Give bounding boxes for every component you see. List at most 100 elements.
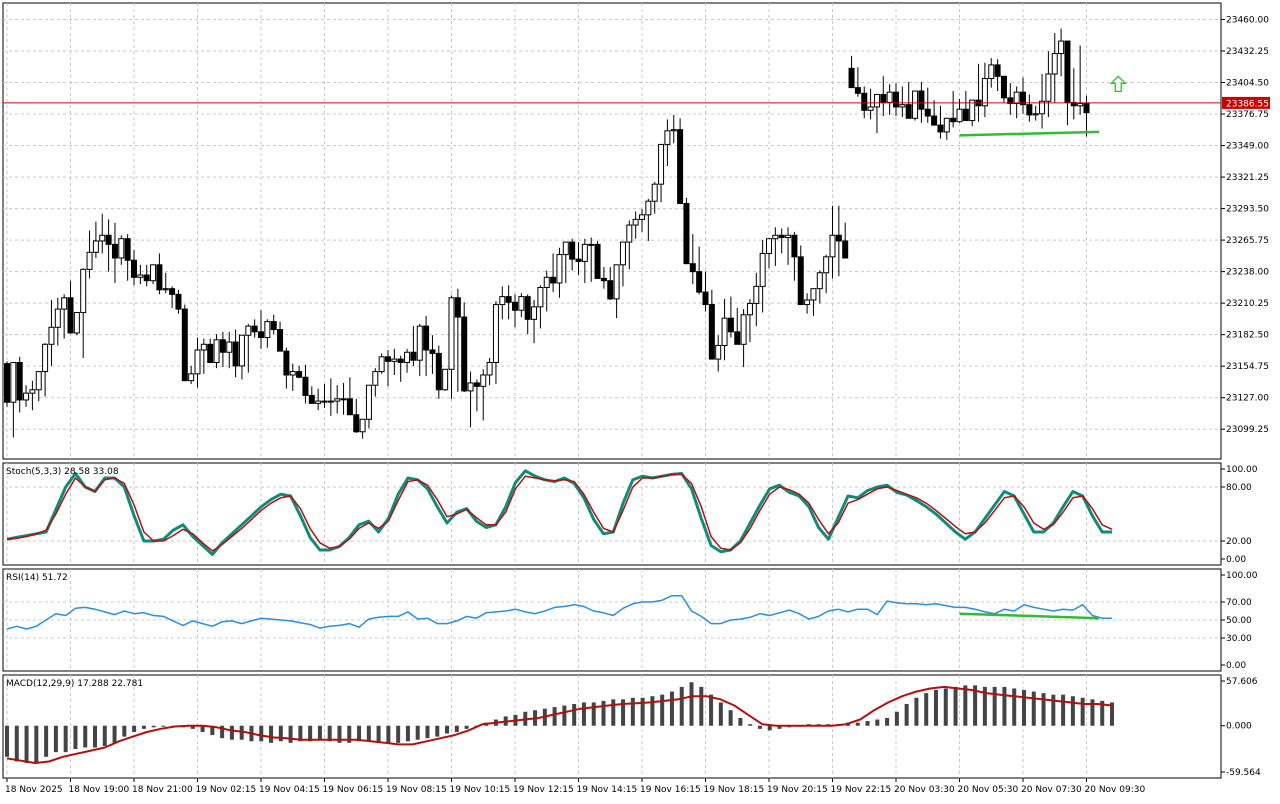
macd-bar <box>718 702 723 726</box>
candle <box>708 289 715 360</box>
candle <box>111 222 118 283</box>
candle <box>734 307 741 345</box>
candle-body <box>677 129 684 204</box>
candle <box>797 245 804 306</box>
candle-body <box>626 224 633 243</box>
candle-body <box>467 382 474 392</box>
macd-bar <box>728 710 733 726</box>
macd-label: MACD(12,29,9) 17.288 22.781 <box>6 679 143 689</box>
candle-body <box>518 296 525 311</box>
rsi-panel[interactable]: 100.00 70.00 50.00 30.00 0.00 RSI(14) 51.72 <box>2 568 1258 672</box>
macd-bar <box>1070 696 1075 726</box>
candle <box>277 321 284 352</box>
candle <box>702 271 709 312</box>
candle-body <box>810 288 817 301</box>
macd-bar <box>1100 700 1105 726</box>
candle <box>1020 77 1026 114</box>
candle-body <box>150 264 157 282</box>
y-tick-label: 50.00 <box>1226 616 1252 626</box>
candle-body <box>880 93 887 103</box>
candle <box>613 264 620 319</box>
rsi-y-axis: 100.00 70.00 50.00 30.00 0.00 <box>1221 571 1258 671</box>
y-tick-label: 23321.25 <box>1226 173 1269 183</box>
candle <box>575 242 582 276</box>
macd-bar <box>5 725 9 757</box>
candle <box>423 315 430 377</box>
macd-bar <box>924 693 929 726</box>
stochastic-lines <box>6 469 1113 556</box>
candle-body <box>473 382 480 387</box>
candle <box>480 369 487 421</box>
candle <box>150 264 157 285</box>
candle <box>677 118 684 204</box>
macd-bar <box>1002 686 1007 726</box>
macd-bar <box>914 697 919 726</box>
candle <box>543 270 550 312</box>
candle <box>1032 105 1039 121</box>
macd-bar <box>229 725 234 740</box>
candle-body <box>861 92 868 111</box>
macd-grid <box>6 675 1087 778</box>
macd-bar <box>669 691 674 726</box>
candle-body <box>1051 53 1058 75</box>
candle-body <box>226 341 233 353</box>
main-panel[interactable]: 23386.55 23460.00 23432.25 23404.50 23376.7… <box>2 2 1270 460</box>
candle <box>10 361 17 438</box>
macd-bar <box>308 725 313 742</box>
candle <box>1039 73 1046 129</box>
x-tick-label: 20 Nov 09:30 <box>1085 785 1146 795</box>
macd-bar <box>777 725 782 729</box>
candle <box>924 87 931 123</box>
candle <box>169 286 176 308</box>
candle-body <box>702 291 709 306</box>
candle-body <box>1064 40 1071 103</box>
candle-body <box>92 240 99 253</box>
candle-body <box>683 202 690 265</box>
candle <box>518 293 525 318</box>
candle <box>505 285 512 320</box>
candle-body <box>35 371 42 391</box>
candle <box>931 100 938 126</box>
up-arrow-icon <box>1109 75 1127 93</box>
main-panel-frame <box>2 2 1222 460</box>
candle-body <box>867 106 874 111</box>
time-axis: 18 Nov 2025 18 Nov 19:00 18 Nov 21:00 19 No… <box>5 778 1145 795</box>
candle-body <box>277 329 284 352</box>
candle-body <box>632 218 639 226</box>
y-tick-label: 23154.75 <box>1226 362 1269 372</box>
macd-bar <box>1051 694 1056 726</box>
candle <box>816 270 823 304</box>
candle-body <box>569 241 576 260</box>
candle-body <box>575 258 582 262</box>
candle <box>594 240 601 279</box>
candle <box>296 365 303 379</box>
macd-bar <box>953 686 958 726</box>
macd-bar <box>904 703 909 726</box>
candle-body <box>537 287 544 308</box>
candle <box>950 91 957 128</box>
macd-bar <box>757 725 762 729</box>
candle <box>988 58 995 88</box>
macd-bar <box>298 725 303 742</box>
stochastic-panel[interactable]: 100.00 80.00 20.00 0.00 Stoch(5,3,3) 28.58 … <box>2 462 1258 566</box>
macd-bar <box>386 725 391 743</box>
stoch-signal-line <box>6 473 1113 552</box>
candle-body <box>1058 40 1065 55</box>
candle-body <box>181 308 188 382</box>
candle <box>600 267 607 289</box>
y-tick-label: 23099.25 <box>1226 425 1269 435</box>
candle-body <box>67 297 74 334</box>
candle <box>581 238 588 283</box>
macd-bar <box>288 725 293 743</box>
macd-panel[interactable]: 57.606 0.000 -59.564 MACD(12,29,9) 17.288 … <box>2 674 1261 779</box>
candle-body <box>404 351 411 363</box>
candle-body <box>1013 91 1020 105</box>
candle <box>1026 94 1033 122</box>
candle <box>340 382 347 415</box>
y-tick-label: 23293.50 <box>1226 205 1269 215</box>
candle <box>181 304 188 382</box>
candle <box>905 81 912 119</box>
candle-body <box>99 234 106 242</box>
